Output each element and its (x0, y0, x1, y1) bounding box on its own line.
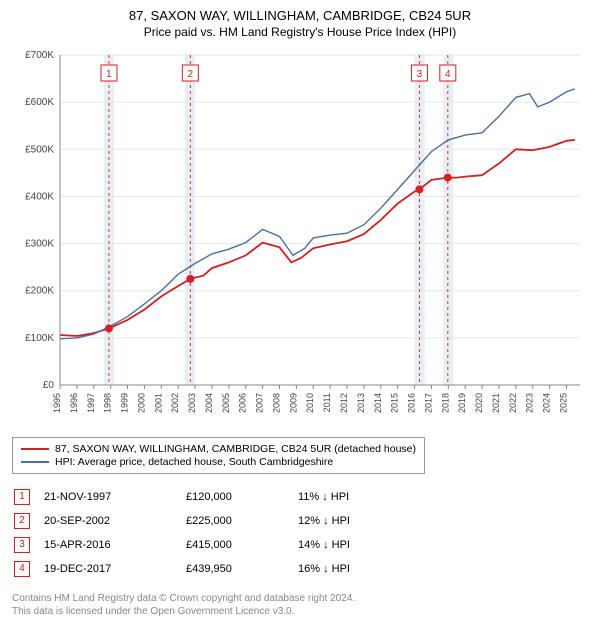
title-main: 87, SAXON WAY, WILLINGHAM, CAMBRIDGE, CB… (12, 8, 588, 23)
sale-row: 2 20-SEP-2002£225,00012% ↓ HPI (14, 510, 408, 532)
sale-delta: 14% ↓ HPI (298, 534, 408, 556)
legend-swatch (21, 461, 49, 463)
sale-price: £120,000 (186, 486, 296, 508)
svg-text:2025: 2025 (558, 393, 568, 413)
svg-text:2004: 2004 (204, 393, 214, 413)
sale-row: 4 19-DEC-2017£439,95016% ↓ HPI (14, 558, 408, 580)
svg-text:£500K: £500K (25, 144, 54, 155)
svg-text:2024: 2024 (542, 393, 552, 413)
chart-container: 87, SAXON WAY, WILLINGHAM, CAMBRIDGE, CB… (0, 0, 600, 620)
footer-line1: Contains HM Land Registry data © Crown c… (12, 592, 588, 605)
svg-text:2007: 2007 (255, 393, 265, 413)
svg-text:1996: 1996 (69, 393, 79, 413)
svg-text:£300K: £300K (25, 239, 54, 250)
svg-text:2019: 2019 (457, 393, 467, 413)
svg-text:£100K: £100K (25, 333, 54, 344)
sale-date: 21-NOV-1997 (44, 486, 184, 508)
svg-text:2012: 2012 (339, 393, 349, 413)
sale-date: 20-SEP-2002 (44, 510, 184, 532)
sales-table: 1 21-NOV-1997£120,00011% ↓ HPI 2 20-SEP-200… (12, 484, 410, 582)
svg-text:2005: 2005 (221, 393, 231, 413)
svg-text:£200K: £200K (25, 286, 54, 297)
svg-text:2006: 2006 (238, 393, 248, 413)
svg-text:2013: 2013 (356, 393, 366, 413)
footer-line2: This data is licensed under the Open Gov… (12, 605, 588, 618)
sale-marker: 3 (14, 537, 30, 553)
sale-price: £225,000 (186, 510, 296, 532)
svg-text:2017: 2017 (423, 393, 433, 413)
svg-text:2022: 2022 (508, 393, 518, 413)
svg-text:2009: 2009 (288, 393, 298, 413)
svg-text:1998: 1998 (103, 393, 113, 413)
sale-price: £415,000 (186, 534, 296, 556)
sale-date: 19-DEC-2017 (44, 558, 184, 580)
svg-text:2016: 2016 (407, 393, 417, 413)
svg-text:2010: 2010 (305, 393, 315, 413)
svg-text:1997: 1997 (86, 393, 96, 413)
svg-text:2002: 2002 (170, 393, 180, 413)
sale-row: 1 21-NOV-1997£120,00011% ↓ HPI (14, 486, 408, 508)
legend-item: 87, SAXON WAY, WILLINGHAM, CAMBRIDGE, CB… (21, 443, 416, 455)
svg-text:1995: 1995 (52, 393, 62, 413)
legend-swatch (21, 448, 49, 450)
svg-text:2001: 2001 (153, 393, 163, 413)
chart-svg: £0 £100K £200K £300K £400K £500K £600K £700K 199… (12, 47, 588, 427)
svg-text:£700K: £700K (25, 50, 54, 61)
svg-text:2015: 2015 (390, 393, 400, 413)
svg-text:2011: 2011 (322, 393, 332, 412)
svg-text:1: 1 (106, 69, 112, 80)
sale-date: 15-APR-2016 (44, 534, 184, 556)
sale-delta: 12% ↓ HPI (298, 510, 408, 532)
sale-marker: 2 (14, 513, 30, 529)
svg-text:2003: 2003 (187, 393, 197, 413)
svg-text:£600K: £600K (25, 97, 54, 108)
legend-label: 87, SAXON WAY, WILLINGHAM, CAMBRIDGE, CB… (55, 443, 416, 455)
svg-text:2000: 2000 (136, 393, 146, 413)
sale-row: 3 15-APR-2016£415,00014% ↓ HPI (14, 534, 408, 556)
svg-text:4: 4 (445, 69, 451, 80)
sale-price: £439,950 (186, 558, 296, 580)
footer: Contains HM Land Registry data © Crown c… (12, 592, 588, 618)
svg-text:2008: 2008 (271, 393, 281, 413)
title-sub: Price paid vs. HM Land Registry's House … (12, 25, 588, 39)
svg-text:2020: 2020 (474, 393, 484, 413)
svg-text:2014: 2014 (373, 393, 383, 413)
svg-text:£0: £0 (43, 380, 55, 391)
svg-text:2: 2 (188, 69, 194, 80)
chart: £0 £100K £200K £300K £400K £500K £600K £700K 199… (12, 47, 588, 427)
svg-text:3: 3 (417, 69, 423, 80)
svg-text:2023: 2023 (525, 393, 535, 413)
svg-text:£400K: £400K (25, 191, 54, 202)
sale-delta: 16% ↓ HPI (298, 558, 408, 580)
legend: 87, SAXON WAY, WILLINGHAM, CAMBRIDGE, CB… (12, 437, 425, 474)
legend-label: HPI: Average price, detached house, Sout… (55, 456, 333, 468)
svg-text:1999: 1999 (120, 393, 130, 413)
sale-marker: 4 (14, 561, 30, 577)
title-block: 87, SAXON WAY, WILLINGHAM, CAMBRIDGE, CB… (12, 8, 588, 39)
sale-delta: 11% ↓ HPI (298, 486, 408, 508)
svg-text:2018: 2018 (440, 393, 450, 413)
svg-text:2021: 2021 (491, 393, 501, 413)
sale-marker: 1 (14, 489, 30, 505)
legend-item: HPI: Average price, detached house, Sout… (21, 456, 416, 468)
